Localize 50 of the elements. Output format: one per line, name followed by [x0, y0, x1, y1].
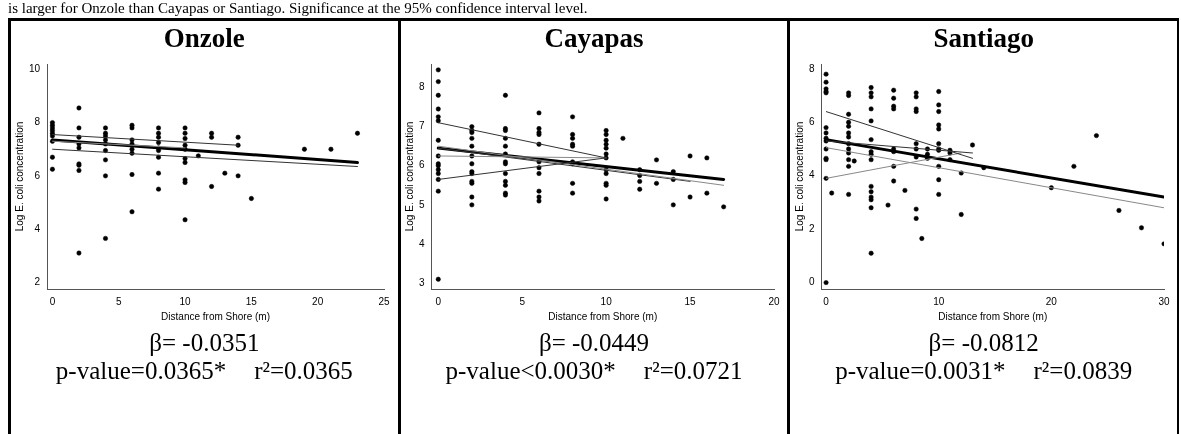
x-tick-label: 15 — [684, 295, 697, 307]
chart-title: Cayapas — [543, 23, 645, 53]
text: p-value<0.0030* — [445, 357, 616, 384]
y-tick-label: 6 — [34, 169, 41, 181]
y-tick-label: 2 — [34, 276, 41, 288]
x-tick-label: 0 — [49, 295, 56, 307]
y-axis-title: Log E. coli concentration — [14, 121, 26, 232]
text: r²=0.0721 — [643, 357, 743, 384]
y-tick-label: 4 — [34, 222, 41, 234]
text: β= -0.0812 — [927, 329, 1040, 357]
x-tick-label: 25 — [378, 295, 391, 307]
y-axis-title: Log E. coli concentration — [403, 121, 415, 232]
text: p-value=0.0031* — [835, 357, 1006, 384]
x-tick-label: 20 — [312, 295, 325, 307]
x-axis-title: Distance from Shore (m) — [548, 310, 658, 322]
y-tick-label: 7 — [419, 120, 425, 132]
y-tick-label: 3 — [419, 276, 425, 288]
x-tick-label: 0 — [435, 295, 442, 307]
x-tick-label: 5 — [519, 295, 526, 307]
y-tick-label: 8 — [34, 116, 41, 128]
y-tick-label: 10 — [29, 63, 41, 75]
x-tick-label: 20 — [1045, 295, 1058, 307]
x-tick-label: 0 — [822, 295, 829, 307]
chart-title: Santiago — [932, 23, 1035, 53]
y-tick-label: 8 — [808, 62, 815, 74]
y-tick-label: 4 — [808, 169, 815, 181]
x-tick-label: 15 — [246, 295, 258, 307]
text: p-value=0.0365* — [55, 357, 227, 384]
x-tick-label: 5 — [116, 295, 123, 307]
text: r²=0.0839 — [1033, 357, 1133, 384]
x-axis-title: Distance from Shore (m) — [161, 310, 271, 322]
x-tick-label: 20 — [768, 295, 780, 307]
x-tick-label: 10 — [932, 295, 945, 307]
y-tick-label: 8 — [419, 81, 425, 93]
x-axis-title: Distance from Shore (m) — [937, 310, 1047, 322]
y-tick-label: 0 — [808, 276, 815, 288]
y-tick-label: 2 — [808, 222, 815, 234]
y-tick-label: 6 — [808, 116, 815, 127]
y-tick-label: 5 — [419, 198, 425, 210]
text: β= -0.0351 — [148, 329, 261, 357]
y-tick-label: 6 — [419, 159, 425, 171]
x-tick-label: 30 — [1158, 295, 1170, 307]
y-axis-title: Log E. coli concentration — [793, 121, 805, 232]
text: β= -0.0449 — [537, 329, 651, 357]
y-tick-label: 4 — [419, 237, 425, 249]
text: r²=0.0365 — [254, 357, 353, 384]
text: is larger for Onzole than Cayapas or Santiago. Significance at the 95% confidence interval level. — [8, 0, 589, 16]
x-tick-label: 10 — [179, 295, 192, 307]
chart-title: Onzole — [162, 23, 246, 53]
x-tick-label: 10 — [600, 295, 613, 307]
